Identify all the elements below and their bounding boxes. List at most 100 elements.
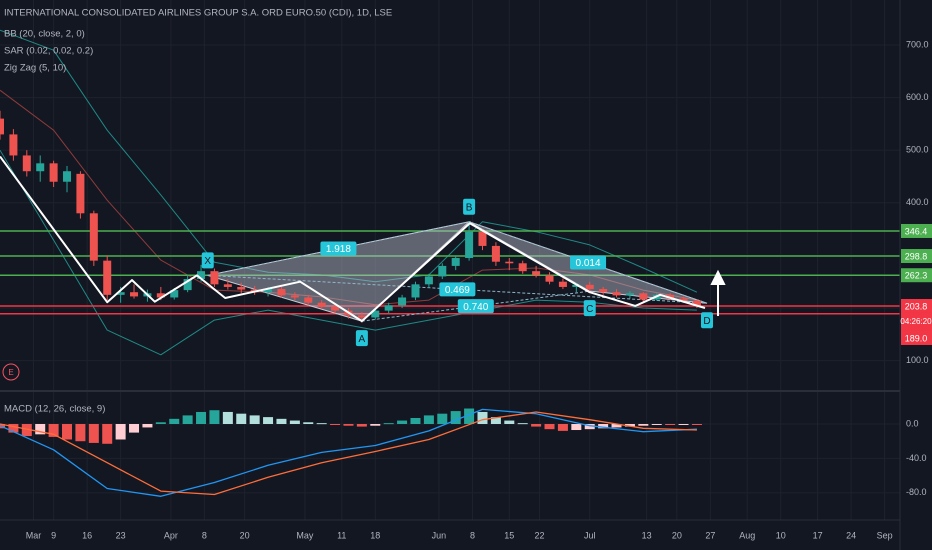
macd-histogram-bar xyxy=(155,422,166,424)
candle-body xyxy=(666,294,675,299)
macd-histogram-bar xyxy=(196,411,207,424)
macd-histogram-bar xyxy=(21,424,32,437)
x-tick-label: 22 xyxy=(534,530,544,540)
macd-histogram-bar xyxy=(517,423,528,425)
pattern-point-label: X xyxy=(204,256,211,267)
bb-lower xyxy=(0,149,697,356)
ratio-box xyxy=(439,282,476,297)
macd-histogram-bar xyxy=(557,424,568,431)
level-label-box xyxy=(901,330,932,345)
zigzag xyxy=(0,155,706,323)
candle-body xyxy=(478,231,487,246)
x-tick-label: Apr xyxy=(164,530,178,540)
macd-histogram-bar xyxy=(236,413,247,424)
candle-body xyxy=(103,260,112,295)
candle-body xyxy=(545,275,554,282)
pattern-point-box xyxy=(201,252,214,269)
pattern-leg xyxy=(361,290,590,322)
y-tick-label: 400.0 xyxy=(906,197,929,207)
x-tick-label: 15 xyxy=(504,530,514,540)
macd-histogram-bar xyxy=(276,418,287,424)
x-tick-label: 10 xyxy=(776,530,786,540)
x-tick-label: 23 xyxy=(116,530,126,540)
pattern-point-label: B xyxy=(466,202,473,213)
macd-histogram-bar xyxy=(611,424,622,428)
macd-histogram-bar xyxy=(289,420,300,424)
event-marker[interactable] xyxy=(2,363,20,381)
x-tick-label: 20 xyxy=(672,530,682,540)
macd-tick-label: -80.0 xyxy=(906,487,927,497)
candle-body xyxy=(639,293,648,300)
candle-body xyxy=(384,305,393,311)
macd-histogram-bar xyxy=(249,415,260,424)
macd-histogram-bar xyxy=(102,424,113,444)
countdown-label: 04:26:20 xyxy=(900,317,932,326)
indicator-label: Zig Zag (5, 10) xyxy=(4,63,66,74)
x-tick-label: Aug xyxy=(739,530,755,540)
macd-histogram-bar xyxy=(263,417,274,424)
macd-histogram-bar xyxy=(169,418,180,424)
level-label: 346.4 xyxy=(905,226,928,236)
macd-tick-label: 0.0 xyxy=(906,418,919,428)
candle-body xyxy=(357,315,366,318)
macd-histogram-bar xyxy=(571,424,582,431)
macd-histogram-bar xyxy=(316,423,327,425)
candle-body xyxy=(210,271,219,285)
candle-body xyxy=(130,292,139,297)
signal-line xyxy=(0,411,697,496)
candle-body xyxy=(170,290,179,298)
pattern-point-label: D xyxy=(703,316,710,327)
level-label: 298.8 xyxy=(905,251,928,261)
x-tick-label: Jun xyxy=(432,530,447,540)
macd-histogram-bar xyxy=(182,415,193,424)
candle-body xyxy=(116,292,125,295)
pattern-point-box xyxy=(463,198,476,215)
x-tick-label: 17 xyxy=(813,530,823,540)
indicator-label: BB (20, close, 2, 0) xyxy=(4,29,85,40)
x-tick-label: 18 xyxy=(370,530,380,540)
macd-histogram-bar xyxy=(343,424,354,426)
candle-body xyxy=(491,245,500,262)
x-tick-label: Jul xyxy=(584,530,596,540)
macd-histogram-bar xyxy=(651,424,662,425)
level-label-box xyxy=(901,298,932,313)
candle-body xyxy=(317,302,326,307)
x-tick-label: Mar xyxy=(26,530,42,540)
macd-histogram-bar xyxy=(356,424,367,427)
macd-histogram-bar xyxy=(665,424,676,425)
candle-body xyxy=(223,284,232,287)
x-tick-label: 13 xyxy=(642,530,652,540)
candle-body xyxy=(625,293,634,296)
macd-histogram-bar xyxy=(464,408,475,424)
candle-body xyxy=(49,163,58,182)
y-tick-label: 500.0 xyxy=(906,145,929,155)
candle-body xyxy=(371,310,380,318)
candle-body xyxy=(411,284,420,298)
macd-histogram-bar xyxy=(142,424,153,428)
pattern-leg xyxy=(207,221,470,276)
macd-histogram-bar xyxy=(423,415,434,424)
macd-histogram-bar xyxy=(437,413,448,424)
macd-histogram-bar xyxy=(544,424,555,430)
candle-body xyxy=(277,289,286,296)
macd-histogram-bar xyxy=(490,417,501,424)
candle-body xyxy=(599,289,608,293)
countdown-box xyxy=(901,312,932,331)
level-label: 189.0 xyxy=(905,333,928,343)
macd-histogram-bar xyxy=(8,424,19,433)
macd-histogram-bar xyxy=(624,424,635,427)
candle-body xyxy=(63,171,72,182)
ratio-label: 0.014 xyxy=(576,258,601,269)
macd-histogram-bar xyxy=(504,420,515,424)
macd-histogram-bar xyxy=(370,424,381,426)
candle-body xyxy=(156,293,165,298)
macd-histogram-bar xyxy=(678,424,689,425)
x-tick-label: 20 xyxy=(240,530,250,540)
x-tick-label: 8 xyxy=(202,530,207,540)
macd-histogram-bar xyxy=(303,422,314,424)
pattern-point-label: C xyxy=(586,304,593,315)
macd-histogram-bar xyxy=(88,424,99,443)
event-label[interactable]: E xyxy=(8,368,13,377)
candle-body xyxy=(36,163,45,172)
